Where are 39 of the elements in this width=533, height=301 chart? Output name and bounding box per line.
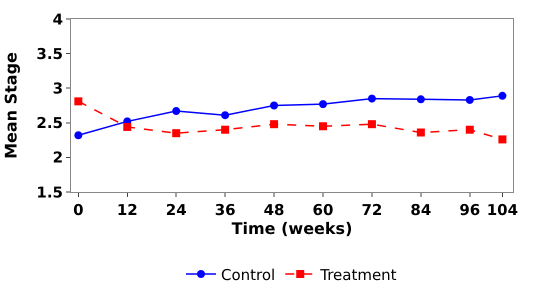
point — [318, 122, 327, 130]
point — [466, 126, 474, 134]
x-axis-title: Time (weeks) — [232, 219, 352, 238]
legend-label: Control — [221, 266, 276, 284]
point — [74, 97, 82, 106]
point — [123, 122, 132, 131]
y-tick-label: 2 — [52, 148, 63, 167]
point — [368, 120, 376, 128]
x-tick-label: 96 — [459, 201, 480, 219]
legend-label: Treatment — [319, 266, 397, 284]
x-tick-label: 104 — [486, 201, 518, 219]
x-tick-label: 0 — [73, 201, 84, 219]
y-tick-label: 4 — [52, 10, 63, 28]
y-tick-label: 1.5 — [36, 183, 63, 202]
point — [498, 92, 506, 100]
point — [416, 128, 425, 136]
point — [270, 120, 278, 128]
y-tick-label: 3.5 — [36, 44, 63, 63]
point — [172, 129, 180, 138]
point — [172, 107, 180, 116]
point — [416, 95, 425, 104]
y-axis-title: Mean Stage — [1, 52, 20, 159]
point — [498, 135, 506, 144]
point — [318, 100, 327, 108]
y-tick-label: 2.5 — [36, 114, 63, 132]
x-tick-label: 48 — [264, 201, 284, 219]
x-tick-label: 36 — [214, 201, 236, 219]
x-tick-label: 24 — [166, 201, 187, 219]
x-tick-label: 60 — [312, 201, 334, 219]
point — [368, 94, 376, 103]
x-tick-label: 84 — [410, 201, 432, 219]
y-tick-label: 3 — [52, 79, 63, 98]
point — [466, 96, 474, 104]
x-tick-label: 72 — [361, 201, 382, 219]
point — [221, 111, 230, 120]
point — [270, 102, 278, 110]
x-tick-label: 12 — [116, 201, 138, 219]
point — [74, 131, 82, 140]
point — [221, 126, 230, 134]
